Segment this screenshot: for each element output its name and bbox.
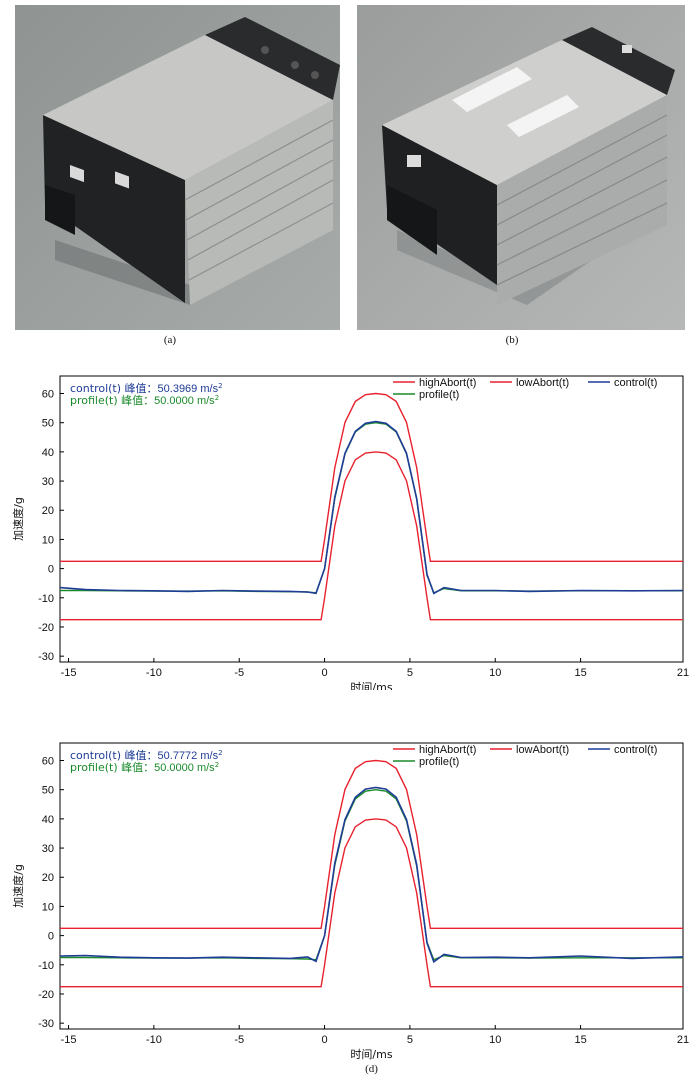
legend-label: control(t) (614, 377, 657, 389)
battery-module-photo-b (357, 5, 685, 330)
chart-c: -30 -20 -10 0 10 20 30 40 50 60 -15 -10 -5 0 5 10 15 21 时间… (11, 375, 689, 690)
series-line-highAbort (60, 759, 683, 930)
x-tick-label: 0 (321, 1034, 327, 1046)
x-tick-label: 21 (677, 1034, 689, 1046)
legend-label: profile(t) (419, 756, 459, 768)
legend-label: highAbort(t) (419, 377, 476, 389)
photo-a (15, 5, 340, 330)
x-axis-label: 时间/ms (350, 1048, 392, 1061)
y-tick-label: 60 (42, 756, 54, 768)
series-line-highAbort (60, 392, 683, 563)
x-tick-label: 21 (677, 667, 689, 679)
y-tick-label: -30 (38, 1018, 54, 1030)
peak-annotation: profile(t) 峰值：50.0000 m/s2 (70, 761, 219, 774)
y-tick-label: -30 (38, 651, 54, 663)
y-tick-label: 30 (42, 843, 54, 855)
x-tick-label: -10 (146, 667, 162, 679)
x-tick-label: -10 (146, 1034, 162, 1046)
x-tick-label: -5 (234, 1034, 244, 1046)
caption-b: (b) (505, 334, 519, 346)
y-tick-label: -10 (38, 593, 54, 605)
x-tick-label: 10 (489, 667, 501, 679)
photo-b (357, 5, 685, 330)
legend-label: control(t) (614, 744, 657, 756)
y-tick-label: 10 (42, 901, 54, 913)
legend-label: profile(t) (419, 389, 459, 401)
x-axis-label: 时间/ms (350, 681, 392, 690)
panel-caption: (d) (365, 1063, 378, 1075)
chart-d: -30 -20 -10 0 10 20 30 40 50 60 -15 -10 -5 0 5 10 15 21 时间… (11, 742, 689, 1075)
y-tick-label: 20 (42, 505, 54, 517)
y-tick-label: 40 (42, 447, 54, 459)
y-tick-label: 50 (42, 785, 54, 797)
x-tick-label: 0 (321, 667, 327, 679)
x-tick-label: -15 (61, 1034, 77, 1046)
series-line-control (60, 420, 683, 595)
legend-label: lowAbort(t) (516, 744, 569, 756)
plot-c: -30 -20 -10 0 10 20 30 40 50 60 -15 -10 -5 0 5 10 15 21 时间… (0, 368, 700, 690)
x-tick-label: 15 (574, 1034, 586, 1046)
y-tick-label: 50 (42, 418, 54, 430)
y-tick-label: -10 (38, 960, 54, 972)
caption-a: (a) (163, 334, 177, 346)
battery-module-photo-a (15, 5, 340, 330)
x-tick-label: -15 (61, 667, 77, 679)
y-tick-label: -20 (38, 622, 54, 634)
x-tick-label: -5 (234, 667, 244, 679)
x-tick-label: 5 (407, 1034, 413, 1046)
x-tick-label: 15 (574, 667, 586, 679)
peak-annotation: control(t) 峰值：50.7772 m/s2 (70, 749, 223, 762)
series-line-control (60, 786, 683, 964)
legend-label: lowAbort(t) (516, 377, 569, 389)
peak-annotation: control(t) 峰值：50.3969 m/s2 (70, 382, 223, 395)
y-tick-label: 0 (48, 564, 54, 576)
y-tick-label: -20 (38, 989, 54, 1001)
y-axis-label: 加速度/g (11, 497, 25, 541)
peak-annotation: profile(t) 峰值：50.0000 m/s2 (70, 394, 219, 407)
y-axis-label: 加速度/g (11, 864, 25, 908)
y-tick-label: 0 (48, 931, 54, 943)
y-tick-label: 10 (42, 534, 54, 546)
y-tick-label: 40 (42, 814, 54, 826)
series-line-lowAbort (60, 451, 683, 621)
x-tick-label: 10 (489, 1034, 501, 1046)
x-tick-label: 5 (407, 667, 413, 679)
series-line-lowAbort (60, 818, 683, 988)
y-tick-label: 30 (42, 476, 54, 488)
legend-label: highAbort(t) (419, 744, 476, 756)
y-tick-label: 20 (42, 872, 54, 884)
y-tick-label: 60 (42, 389, 54, 401)
plot-d: -30 -20 -10 0 10 20 30 40 50 60 -15 -10 -5 0 5 10 15 21 时间… (0, 735, 700, 1085)
